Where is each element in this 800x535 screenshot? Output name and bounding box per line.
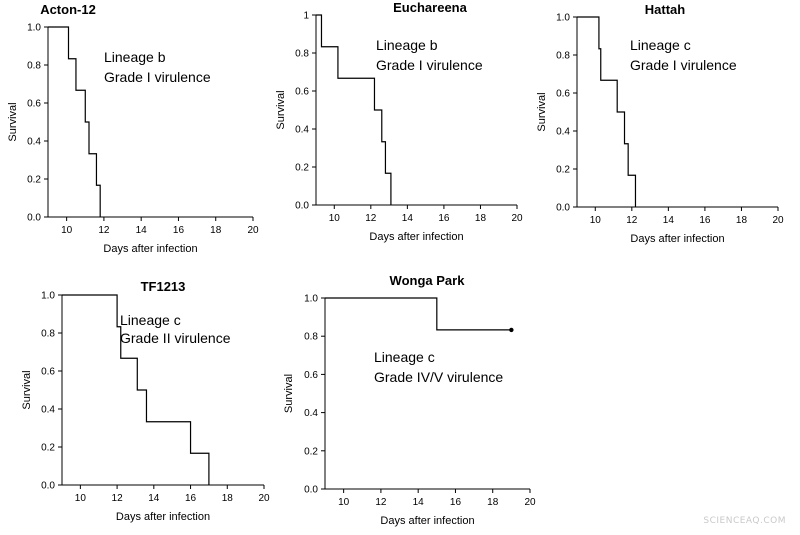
survival-chart-5: Wonga Park 10 12 14 16 18 20 0.0 0.2 0.4 0.6 0.8 1.0… [283, 273, 536, 527]
y-tick-label: 0.2 [556, 165, 570, 176]
chart-title: TF1213 [141, 279, 186, 294]
x-tick-label: 20 [511, 213, 523, 224]
y-tick-label: 0.8 [304, 332, 318, 343]
x-tick-label: 14 [402, 213, 414, 224]
x-tick-label: 10 [329, 213, 341, 224]
y-tick-label: 0.6 [41, 367, 55, 378]
y-axis-label: Survival [275, 90, 287, 129]
x-tick-label: 12 [98, 225, 110, 236]
x-axis-label: Days after infection [380, 515, 474, 527]
virulence-annotation: Grade I virulence [630, 57, 737, 73]
chart-title: Wonga Park [390, 273, 466, 288]
x-tick-label: 20 [524, 497, 536, 508]
x-axis-label: Days after infection [630, 233, 724, 245]
y-tick-label: 0.4 [295, 125, 309, 136]
x-tick-label: 12 [112, 493, 124, 504]
lineage-annotation: Lineage b [104, 49, 166, 65]
x-axis-label: Days after infection [369, 231, 463, 243]
virulence-annotation: Grade IV/V virulence [374, 369, 503, 385]
survival-curve [325, 297, 512, 331]
y-tick-label: 1.0 [27, 23, 41, 34]
y-axis-label: Survival [21, 370, 33, 409]
y-tick-label: 0.4 [556, 127, 570, 138]
y-tick-label: 0.8 [556, 51, 570, 62]
y-tick-label: 0.8 [27, 61, 41, 72]
y-tick-label: 0.2 [41, 443, 55, 454]
x-tick-label: 12 [365, 213, 377, 224]
y-tick-label: 0.8 [295, 49, 309, 60]
chart-title: Acton-12 [40, 2, 96, 17]
x-tick-label: 20 [247, 225, 259, 236]
y-tick-label: 0.8 [41, 329, 55, 340]
lineage-annotation: Lineage c [374, 349, 435, 365]
x-axis-label: Days after infection [116, 511, 210, 523]
x-tick-label: 18 [222, 493, 234, 504]
y-axis-label: Survival [283, 374, 295, 413]
x-tick-label: 18 [487, 497, 499, 508]
x-tick-label: 18 [210, 225, 222, 236]
lineage-annotation: Lineage c [630, 37, 691, 53]
survival-curve [577, 16, 637, 207]
virulence-annotation: Grade I virulence [376, 57, 483, 73]
x-tick-label: 18 [475, 213, 487, 224]
x-tick-label: 10 [61, 225, 73, 236]
survival-curve [48, 26, 101, 217]
censor-marker [509, 327, 514, 333]
y-tick-label: 0.0 [304, 485, 318, 496]
y-tick-label: 0.6 [295, 87, 309, 98]
x-tick-label: 12 [626, 215, 638, 226]
chart-title: Euchareena [393, 0, 467, 15]
y-tick-label: 0.0 [41, 481, 55, 492]
y-axis-label: Survival [7, 102, 19, 141]
survival-curve [316, 14, 392, 205]
x-tick-label: 20 [772, 215, 784, 226]
x-tick-label: 16 [185, 493, 197, 504]
y-tick-label: 0.2 [304, 446, 318, 457]
lineage-annotation: Lineage c [120, 312, 181, 328]
y-tick-label: 1.0 [41, 291, 55, 302]
y-tick-label: 0.6 [556, 89, 570, 100]
y-tick-label: 0.6 [304, 370, 318, 381]
survival-chart-1: Acton-12 10 12 14 16 18 20 0.0 0.2 0.4 0.6 0.8 1.0 Da… [7, 2, 259, 255]
y-tick-label: 0.6 [27, 99, 41, 110]
y-tick-label: 0.4 [41, 405, 55, 416]
x-tick-label: 10 [338, 497, 350, 508]
x-tick-label: 16 [438, 213, 450, 224]
virulence-annotation: Grade II virulence [120, 330, 231, 346]
y-tick-label: 0.0 [27, 213, 41, 224]
x-tick-label: 14 [413, 497, 425, 508]
watermark: SCIENCEAQ.COM [703, 516, 786, 526]
x-tick-label: 16 [173, 225, 185, 236]
x-axis-label: Days after infection [103, 243, 197, 255]
survival-chart-4: TF1213 10 12 14 16 18 20 0.0 0.2 0.4 0.6 0.8 1.0 Days… [21, 279, 270, 523]
virulence-annotation: Grade I virulence [104, 69, 211, 85]
x-tick-label: 10 [75, 493, 87, 504]
y-tick-label: 1 [303, 11, 309, 22]
x-tick-label: 14 [148, 493, 160, 504]
y-tick-label: 0.2 [295, 163, 309, 174]
x-tick-label: 18 [736, 215, 748, 226]
x-tick-label: 12 [375, 497, 387, 508]
y-tick-label: 1.0 [556, 13, 570, 24]
y-tick-label: 0.0 [556, 203, 570, 214]
survival-chart-2: Euchareena 10 12 14 16 18 20 0.0 0.2 0.4 0.6 0.8 1 Da… [275, 0, 523, 243]
y-tick-label: 0.4 [304, 408, 318, 419]
x-tick-label: 16 [450, 497, 462, 508]
y-tick-label: 1.0 [304, 294, 318, 305]
chart-title: Hattah [645, 2, 686, 17]
x-tick-label: 20 [258, 493, 270, 504]
lineage-annotation: Lineage b [376, 37, 438, 53]
y-tick-label: 0.4 [27, 137, 41, 148]
x-tick-label: 10 [590, 215, 602, 226]
survival-curve [62, 294, 210, 485]
survival-chart-3: Hattah 10 12 14 16 18 20 0.0 0.2 0.4 0.6 0.8 1.0 Days… [536, 2, 784, 245]
y-axis-label: Survival [536, 92, 548, 131]
y-tick-label: 0.0 [295, 201, 309, 212]
x-tick-label: 14 [663, 215, 675, 226]
y-tick-label: 0.2 [27, 175, 41, 186]
x-tick-label: 14 [136, 225, 148, 236]
x-tick-label: 16 [699, 215, 711, 226]
